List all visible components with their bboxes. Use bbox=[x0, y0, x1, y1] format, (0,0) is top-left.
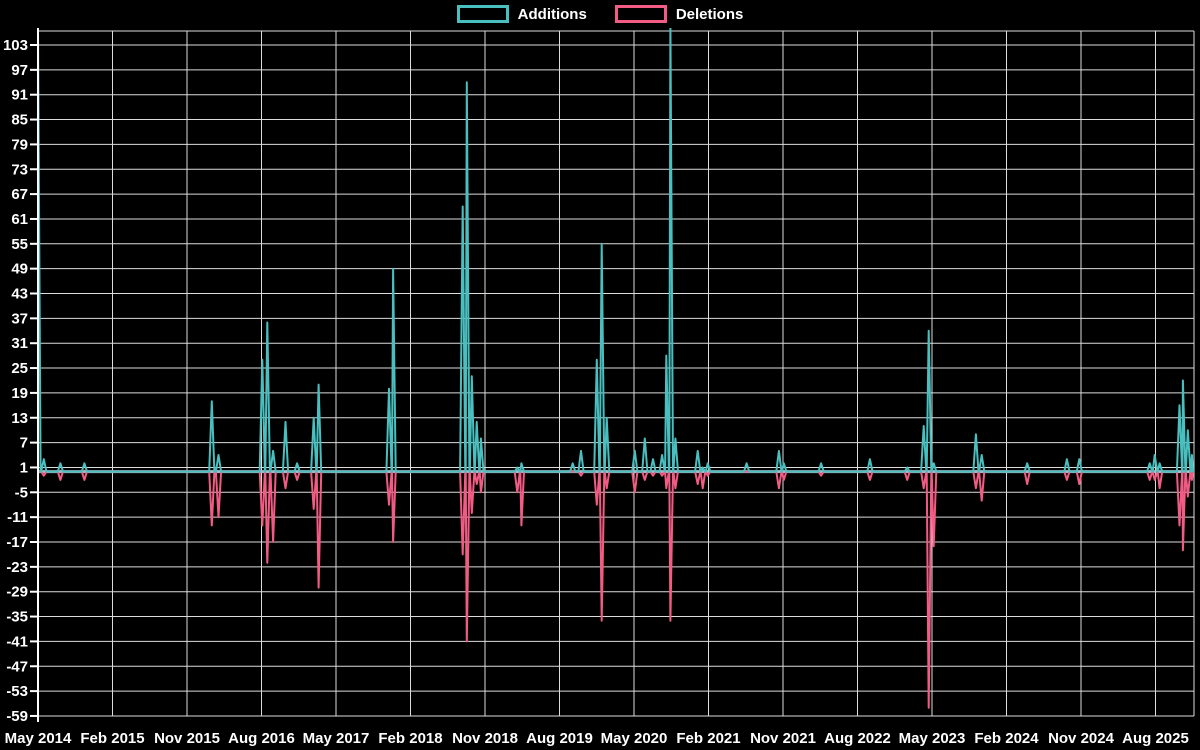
y-tick-label: 13 bbox=[11, 410, 28, 427]
x-tick-label: Aug 2022 bbox=[824, 730, 891, 747]
y-tick-label: -29 bbox=[6, 584, 28, 601]
x-tick-label: Nov 2021 bbox=[750, 730, 816, 747]
y-gridlines bbox=[38, 44, 1194, 717]
legend-item-additions[interactable]: Additions bbox=[456, 5, 587, 23]
x-tick-label: May 2014 bbox=[5, 730, 72, 747]
x-tick-label: May 2017 bbox=[303, 730, 370, 747]
y-tick-label: -47 bbox=[6, 658, 28, 675]
y-tick-label: 25 bbox=[11, 360, 28, 377]
additions-swatch bbox=[456, 5, 509, 23]
y-tick-label: 73 bbox=[11, 161, 28, 178]
additions-label: Additions bbox=[517, 5, 587, 23]
x-tick-label: Feb 2021 bbox=[676, 730, 740, 747]
x-tick-label: May 2020 bbox=[601, 730, 668, 747]
x-axis: May 2014 Feb 2015 Nov 2015 Aug 2016 May 2017… bbox=[5, 730, 1189, 747]
x-tick-label: Aug 2019 bbox=[526, 730, 593, 747]
y-tick-label: -53 bbox=[6, 683, 28, 700]
y-tick-label: 49 bbox=[11, 261, 28, 278]
y-tick-label: 79 bbox=[11, 136, 28, 153]
y-tick-label: 19 bbox=[11, 385, 28, 402]
y-tick-label: -59 bbox=[6, 708, 28, 725]
x-tick-label: Aug 2025 bbox=[1122, 730, 1189, 747]
chart-legend: Additions Deletions bbox=[0, 5, 1200, 23]
y-tick-label: 1 bbox=[20, 459, 28, 476]
additions-series bbox=[38, 28, 1194, 473]
y-tick-label: -35 bbox=[6, 609, 28, 626]
y-tick-label: 85 bbox=[11, 112, 28, 129]
deletions-label: Deletions bbox=[675, 5, 744, 23]
y-tick-label: -11 bbox=[7, 509, 28, 526]
y-tick-label: -5 bbox=[15, 484, 28, 501]
y-tick-labels: 103 97 91 85 79 73 67 61 55 49 43 37 31 25 19 13 7 1 -5 -11… bbox=[3, 37, 28, 725]
y-tick-label: 31 bbox=[11, 335, 28, 352]
x-tick-label: Aug 2016 bbox=[228, 730, 295, 747]
y-tick-label: 103 bbox=[3, 37, 28, 54]
x-tick-label: May 2023 bbox=[899, 730, 966, 747]
y-tick-label: -17 bbox=[6, 534, 28, 551]
x-tick-label: Nov 2024 bbox=[1048, 730, 1115, 747]
y-tick-label: -41 bbox=[6, 633, 28, 650]
x-tick-label: Nov 2015 bbox=[154, 730, 220, 747]
deletions-swatch bbox=[614, 5, 667, 23]
x-tick-label: Nov 2018 bbox=[452, 730, 518, 747]
y-tick-label: 43 bbox=[11, 286, 28, 303]
y-tick-label: 61 bbox=[11, 211, 28, 228]
x-tick-label: Feb 2015 bbox=[80, 730, 144, 747]
deletions-series bbox=[38, 470, 1194, 709]
y-tick-label: 37 bbox=[11, 310, 28, 327]
legend-item-deletions[interactable]: Deletions bbox=[614, 5, 744, 23]
y-axis bbox=[30, 28, 39, 722]
y-tick-label: 97 bbox=[11, 62, 28, 79]
y-tick-label: 7 bbox=[20, 435, 28, 452]
y-tick-label: 91 bbox=[11, 87, 28, 104]
x-tick-label: Feb 2018 bbox=[378, 730, 442, 747]
y-tick-label: 55 bbox=[11, 236, 28, 253]
y-tick-label: -23 bbox=[6, 559, 28, 576]
x-tick-label: Feb 2024 bbox=[974, 730, 1039, 747]
y-tick-label: 67 bbox=[11, 186, 28, 203]
